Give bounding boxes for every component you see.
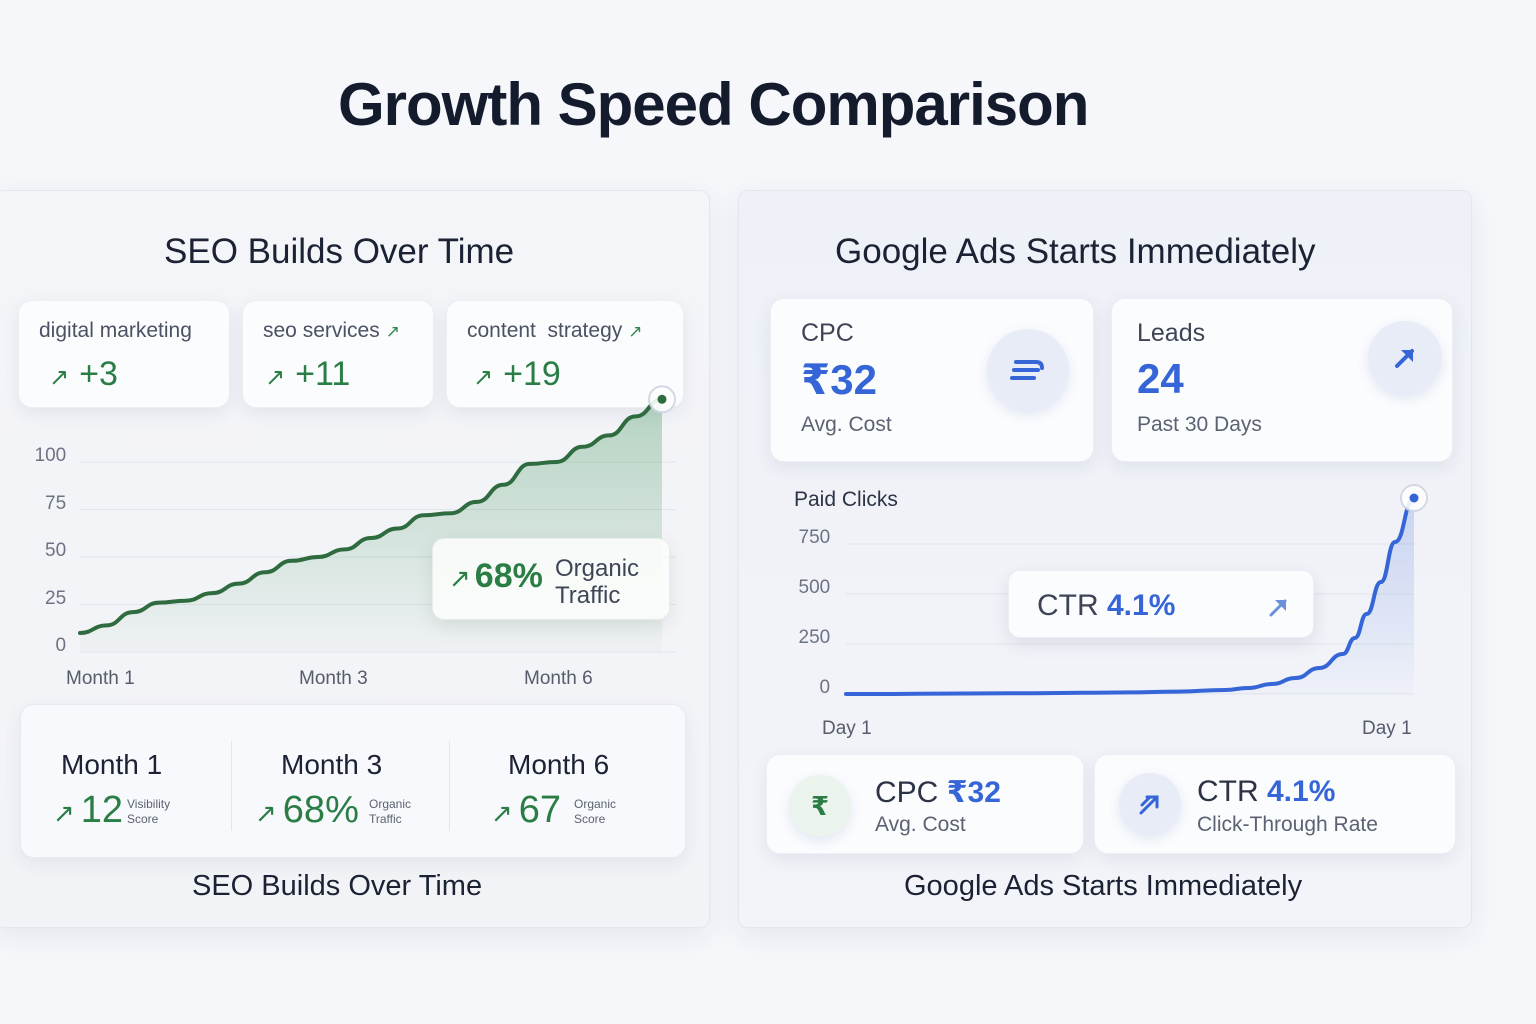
month-name: Month 6 [508, 749, 610, 780]
leads-sub-label: Past 30 Days [1137, 413, 1262, 436]
keyword-card-seo-services: seo services ↗ ↗ +11 [242, 300, 434, 408]
month-sub-label: Organic Score [574, 797, 617, 826]
ads-panel-footer: Google Ads Starts Immediately [904, 870, 1303, 902]
bottom-cpc-card: ₹ CPC ₹32 Avg. Cost [766, 754, 1084, 854]
arrow-up-right-icon [1269, 599, 1287, 617]
y-tick-label: 750 [798, 527, 831, 548]
ads-panel-title: Google Ads Starts Immediately [835, 232, 1316, 271]
cpc-label: CPC [801, 319, 854, 347]
double-arrow-icon [1119, 773, 1181, 835]
trend-up-icon: ↗ [255, 798, 277, 828]
equals-lines-icon [987, 329, 1069, 411]
series-area-fill [846, 498, 1414, 694]
y-tick-label: 100 [34, 445, 67, 466]
leads-value: 24 [1137, 355, 1184, 402]
keyword-delta: ↗ +19 [473, 355, 561, 393]
x-tick-label: Month 3 [299, 668, 368, 689]
keyword-label: content strategy ↗ [467, 319, 643, 342]
divider [449, 741, 450, 831]
cpc-sub-label: Avg. Cost [801, 413, 892, 436]
series-line [78, 397, 664, 635]
month-summary-6: Month 6 ↗ 67 Organic Score [449, 705, 687, 859]
cpc-value: ₹32 [801, 356, 877, 403]
month-sub-label: Visibility Score [127, 797, 171, 826]
endpoint-dot [1409, 493, 1419, 503]
y-tick-label: 75 [45, 492, 67, 514]
paid-clicks-label: Paid Clicks [794, 488, 898, 511]
bottom-cpc-value: CPC ₹32 [875, 776, 1001, 809]
trend-up-icon: ↗ [449, 563, 471, 593]
x-tick-label: Day 1 [1362, 718, 1412, 739]
keyword-card-digital-marketing: digital marketing ↗ +3 [18, 300, 230, 408]
month-summary-3: Month 3 ↗ 68% Organic Traffic [231, 705, 449, 859]
month-value: ↗ 68% [255, 789, 359, 831]
bottom-ctr-card: CTR 4.1% Click-Through Rate [1094, 754, 1456, 854]
y-tick-label: 0 [55, 635, 67, 656]
organic-traffic-label: Organic Traffic [555, 555, 640, 609]
y-tick-label: 500 [798, 577, 831, 598]
trend-up-icon: ↗ [491, 798, 513, 828]
seo-panel-title: SEO Builds Over Time [164, 232, 515, 271]
organic-traffic-value: ↗ 68% [449, 557, 543, 595]
x-tick-label: Month 6 [524, 668, 593, 689]
seo-panel-footer: SEO Builds Over Time [192, 870, 483, 902]
trend-up-icon: ↗ [53, 798, 75, 828]
arrow-up-right-icon: ↗ [628, 322, 643, 341]
leads-label: Leads [1137, 319, 1206, 347]
keyword-label: seo services ↗ [263, 319, 400, 342]
leads-card: Leads 24 Past 30 Days [1111, 298, 1453, 462]
y-tick-label: 25 [45, 587, 67, 609]
month-sub-label: Organic Traffic [369, 797, 412, 826]
y-tick-label: 250 [798, 627, 831, 648]
page-title: Growth Speed Comparison [338, 71, 1089, 138]
arrow-up-right-icon: ↗ [385, 322, 400, 341]
month-name: Month 1 [61, 749, 163, 780]
trend-up-icon: ↗ [49, 364, 70, 391]
bottom-ctr-sub: Click-Through Rate [1197, 813, 1378, 836]
arrow-up-right-icon [1368, 321, 1442, 395]
month-name: Month 3 [281, 749, 383, 780]
month-summary-1: Month 1 ↗ 12 Visibility Score [21, 705, 231, 859]
y-tick-label: 0 [819, 677, 831, 698]
trend-up-icon: ↗ [473, 364, 494, 391]
keyword-card-content-strategy: content strategy ↗ ↗ +19 [446, 300, 684, 408]
x-tick-label: Month 1 [66, 668, 135, 689]
month-value: ↗ 67 [491, 789, 562, 831]
divider [231, 741, 232, 831]
trend-up-icon: ↗ [265, 364, 286, 391]
x-tick-label: Day 1 [822, 718, 872, 739]
month-summary-strip: Month 1 ↗ 12 Visibility Score Month 3 ↗ 68… [20, 704, 686, 858]
y-tick-label: 50 [45, 540, 67, 561]
ctr-badge: CTR 4.1% [1008, 570, 1314, 638]
series-line [844, 496, 1416, 697]
bottom-cpc-sub: Avg. Cost [875, 813, 966, 836]
bottom-ctr-value: CTR 4.1% [1197, 775, 1336, 808]
rupee-icon: ₹ [789, 775, 851, 837]
keyword-delta: ↗ +11 [265, 355, 351, 393]
keyword-delta: ↗ +3 [49, 355, 118, 393]
organic-traffic-badge: ↗ 68% Organic Traffic [432, 538, 670, 620]
ctr-badge-text: CTR 4.1% [1037, 589, 1176, 622]
month-value: ↗ 12 [53, 789, 124, 831]
cpc-card: CPC ₹32 Avg. Cost [770, 298, 1094, 462]
endpoint-dot [657, 394, 667, 404]
keyword-label: digital marketing [39, 319, 192, 342]
